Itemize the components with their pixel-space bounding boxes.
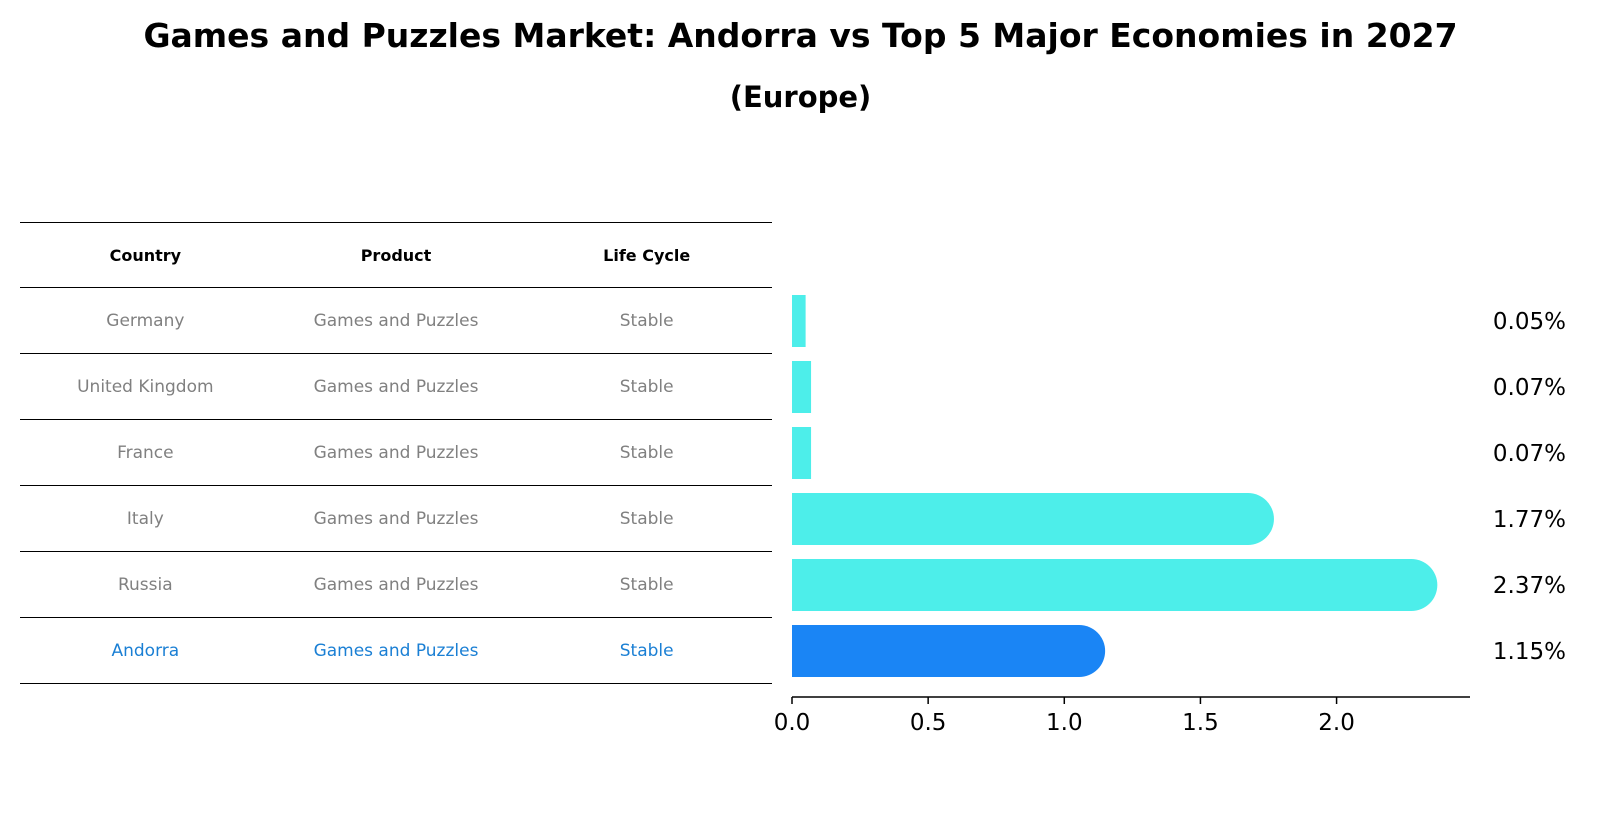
table-row-highlighted: Andorra Games and Puzzles Stable: [20, 618, 772, 684]
bar-value-label: 1.77%: [1493, 507, 1566, 533]
bar-value-label: 2.37%: [1493, 573, 1566, 599]
product-cell: Games and Puzzles: [313, 574, 479, 595]
table-row: Italy Games and Puzzles Stable: [20, 486, 772, 552]
x-tick-label: 0.5: [910, 710, 947, 736]
bar: [792, 427, 812, 479]
bar-value-label: 0.07%: [1493, 375, 1566, 401]
x-tick-label: 1.5: [1182, 710, 1219, 736]
life-cycle-cell: Stable: [619, 508, 674, 529]
country-cell: Italy: [126, 508, 164, 529]
life-cycle-cell: Stable: [619, 640, 674, 661]
bar-value-label: 0.05%: [1493, 309, 1566, 335]
table-row: Germany Games and Puzzles Stable: [20, 288, 772, 354]
chart-subtitle: (Europe): [729, 80, 872, 114]
bar: [792, 295, 806, 347]
bar: [792, 361, 812, 413]
data-table: Country Product Life Cycle Germany Games…: [20, 222, 772, 684]
bar-value-label: 1.15%: [1493, 639, 1566, 665]
table-row: France Games and Puzzles Stable: [20, 420, 772, 486]
life-cycle-cell: Stable: [619, 574, 674, 595]
product-cell: Games and Puzzles: [313, 508, 479, 529]
table-row: Russia Games and Puzzles Stable: [20, 552, 772, 618]
life-cycle-cell: Stable: [619, 376, 674, 397]
header-life-cycle: Life Cycle: [603, 245, 691, 265]
product-cell: Games and Puzzles: [313, 640, 479, 661]
x-tick-label: 1.0: [1046, 710, 1083, 736]
x-tick-label: 0.0: [774, 710, 811, 736]
country-cell: United Kingdom: [77, 376, 214, 397]
country-cell: Andorra: [111, 640, 180, 661]
country-cell: France: [117, 442, 174, 463]
life-cycle-cell: Stable: [619, 442, 674, 463]
bar: [792, 559, 1438, 611]
header-product: Product: [360, 245, 432, 265]
bar-value-label: 0.07%: [1493, 441, 1566, 467]
life-cycle-cell: Stable: [619, 310, 674, 331]
table-header-row: Country Product Life Cycle: [20, 222, 772, 288]
product-cell: Games and Puzzles: [313, 310, 479, 331]
header-country: Country: [109, 245, 182, 265]
bar: [792, 493, 1274, 545]
country-cell: Germany: [106, 310, 185, 331]
bar-highlighted: [792, 625, 1106, 677]
x-tick-label: 2.0: [1318, 710, 1355, 736]
product-cell: Games and Puzzles: [313, 442, 479, 463]
table-row: United Kingdom Games and Puzzles Stable: [20, 354, 772, 420]
product-cell: Games and Puzzles: [313, 376, 479, 397]
chart-title: Games and Puzzles Market: Andorra vs Top…: [143, 16, 1458, 55]
country-cell: Russia: [117, 574, 173, 595]
